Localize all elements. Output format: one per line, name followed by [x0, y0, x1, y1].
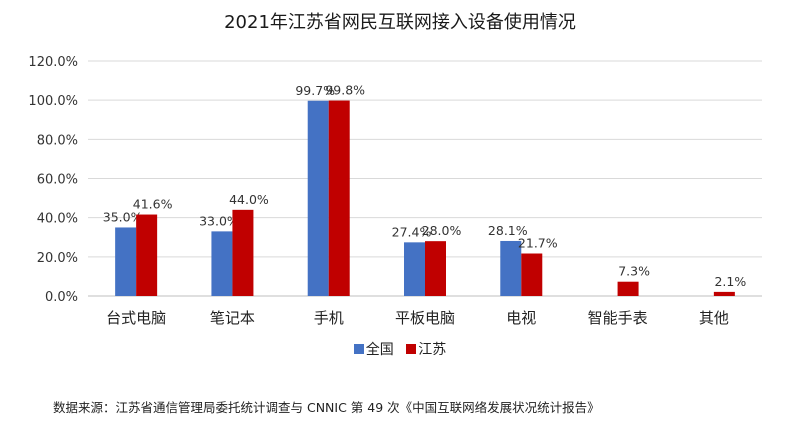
- data-label: 28.0%: [422, 223, 462, 238]
- bar-series-1: [617, 281, 639, 296]
- bar-series-0: [500, 240, 522, 296]
- bar-series-1: [713, 291, 735, 296]
- data-label: 99.7%: [295, 83, 335, 98]
- data-label: 44.0%: [229, 192, 269, 207]
- legend-swatch-series-1: [406, 344, 417, 354]
- y-tick-label: 100.0%: [28, 94, 78, 109]
- legend-label-series-0: 全国: [365, 342, 394, 358]
- y-tick-label: 20.0%: [37, 251, 78, 266]
- x-tick-label: 电视: [506, 309, 536, 327]
- bar-series-0: [211, 231, 233, 296]
- data-label: 7.3%: [618, 264, 650, 279]
- y-tick-label: 120.0%: [28, 55, 78, 70]
- x-tick-label: 台式电脑: [106, 309, 166, 327]
- x-tick-label: 其他: [699, 309, 729, 327]
- data-label: 99.8%: [325, 83, 365, 98]
- data-label: 35.0%: [103, 209, 143, 224]
- x-tick-label: 手机: [314, 309, 344, 327]
- bar-series-0: [404, 242, 425, 296]
- data-label: 41.6%: [133, 197, 173, 212]
- y-tick-label: 60.0%: [37, 173, 78, 188]
- bar-series-1: [136, 214, 158, 296]
- chart-legend: 全国 江苏: [0, 339, 800, 359]
- bar-series-0: [307, 100, 329, 296]
- data-label: 27.4%: [392, 224, 432, 239]
- bar-series-0: [115, 227, 137, 296]
- legend-swatch-series-0: [353, 344, 364, 354]
- y-tick-label: 80.0%: [37, 133, 78, 148]
- y-tick-label: 0.0%: [45, 290, 78, 305]
- x-tick-label: 智能手表: [588, 309, 648, 327]
- y-tick-label: 40.0%: [37, 212, 78, 227]
- x-tick-label: 笔记本: [210, 309, 255, 327]
- legend-item-series-1: 江苏: [406, 339, 446, 359]
- x-tick-label: 平板电脑: [395, 309, 455, 327]
- bar-series-1: [521, 253, 543, 296]
- bar-series-1: [232, 209, 254, 296]
- legend-label-series-1: 江苏: [418, 342, 447, 358]
- bar-series-1: [425, 241, 446, 296]
- bar-series-1: [328, 100, 350, 296]
- data-label: 28.1%: [488, 223, 528, 238]
- data-label: 21.7%: [518, 236, 558, 251]
- source-note: 数据来源：江苏省通信管理局委托统计调查与 CNNIC 第 49 次《中国互联网络…: [53, 400, 600, 415]
- data-label: 2.1%: [714, 274, 746, 289]
- data-label: 33.0%: [199, 213, 239, 228]
- legend-item-series-0: 全国: [353, 339, 394, 359]
- chart-title: 2021年江苏省网民互联网接入设备使用情况: [224, 12, 576, 33]
